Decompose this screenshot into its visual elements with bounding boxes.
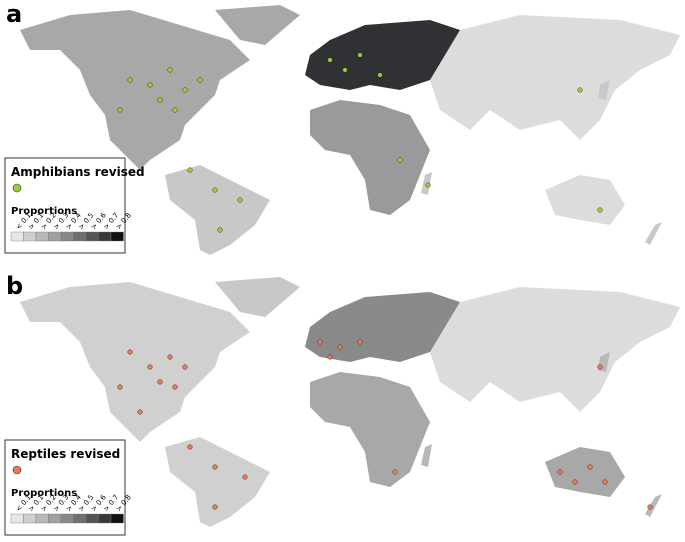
scale-swatch (110, 231, 124, 242)
legend-title: Amphibians revised (11, 165, 145, 179)
occurrence-dots (117, 52, 603, 233)
scale-swatch (60, 513, 74, 524)
scale-swatch (48, 513, 62, 524)
scale-swatch (60, 231, 74, 242)
legend: Reptiles revised Proportions < 0.1> 0.1>… (4, 439, 133, 536)
legend: Amphibians revised Proportions < 0.1> 0.… (4, 157, 145, 254)
panel-b: b Reptiles revised Proportions < 0.1> 0.… (4, 272, 680, 536)
scale-swatch (98, 513, 112, 524)
panel-a: a Amphibians revised Proportions < 0.1> … (4, 0, 680, 255)
scale-swatch (35, 231, 49, 242)
scale-swatch (73, 513, 87, 524)
panel-letter: b (6, 272, 23, 300)
scale-swatch (23, 231, 37, 242)
scale-swatch (10, 231, 24, 242)
scale-swatch (23, 513, 37, 524)
scale-swatch (98, 231, 112, 242)
scale-swatch (85, 231, 99, 242)
scale-swatch (110, 513, 124, 524)
legend-subtitle: Proportions (11, 488, 77, 499)
occurrence-dots (117, 339, 653, 510)
scale-swatch (10, 513, 24, 524)
scale-swatch (85, 513, 99, 524)
legend-title: Reptiles revised (11, 447, 120, 461)
scale-swatch (73, 231, 87, 242)
legend-subtitle: Proportions (11, 206, 77, 217)
panel-letter: a (6, 0, 22, 28)
scale-swatch (48, 231, 62, 242)
scale-swatch (35, 513, 49, 524)
